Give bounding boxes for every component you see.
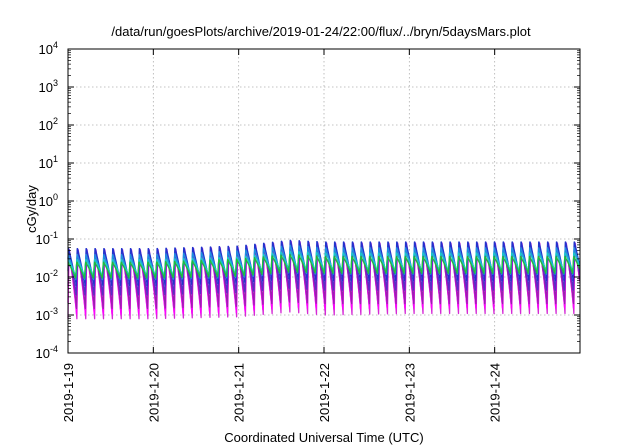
- chart-title: /data/run/goesPlots/archive/2019-01-24/2…: [111, 24, 531, 39]
- y-tick-label: 101: [39, 154, 58, 171]
- y-tick-label: 103: [39, 78, 58, 95]
- x-tick-label: 2019-1-24: [488, 363, 503, 422]
- series-line: [67, 253, 581, 279]
- y-tick-label: 100: [39, 192, 58, 209]
- x-tick-label: 2019-1-23: [402, 363, 417, 422]
- y-tick-label: 10-4: [36, 344, 58, 361]
- x-tick-label: 2019-1-19: [61, 363, 76, 422]
- series-group: [67, 239, 581, 320]
- y-tick-label: 10-3: [36, 306, 58, 323]
- y-tick-label: 102: [39, 116, 58, 133]
- y-tick-label: 10-2: [36, 268, 58, 285]
- x-tick-label: 2019-1-20: [146, 363, 161, 422]
- x-tick-label: 2019-1-21: [232, 363, 247, 422]
- y-axis-label: cGy/day: [24, 185, 39, 233]
- y-tick-label: 104: [39, 40, 58, 57]
- x-axis: 2019-1-19 2019-1-20 2019-1-21 2019-1-22 2019…: [61, 49, 503, 422]
- x-tick-label: 2019-1-22: [317, 363, 332, 422]
- x-axis-label: Coordinated Universal Time (UTC): [224, 430, 423, 445]
